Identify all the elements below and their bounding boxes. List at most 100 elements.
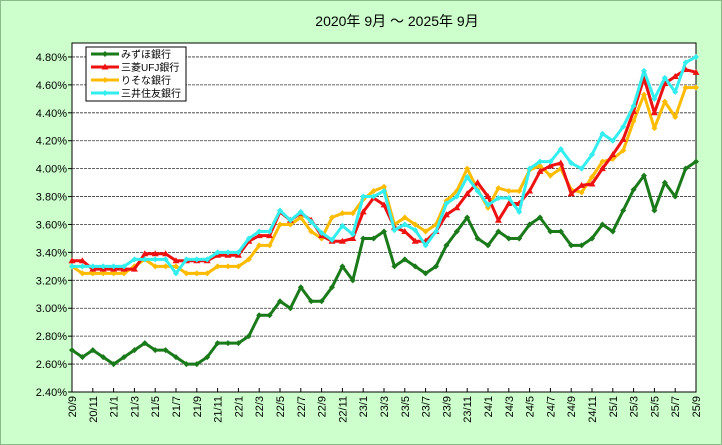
series-group bbox=[68, 53, 700, 368]
data-point bbox=[370, 235, 377, 242]
data-point bbox=[173, 263, 179, 270]
y-tick-label: 4.60% bbox=[36, 80, 67, 92]
data-point bbox=[245, 235, 252, 242]
data-point bbox=[516, 235, 523, 242]
data-point bbox=[609, 228, 616, 235]
data-point bbox=[620, 123, 627, 130]
data-point bbox=[661, 74, 668, 81]
legend-marker bbox=[102, 51, 108, 57]
data-point bbox=[464, 174, 471, 181]
data-point bbox=[152, 256, 159, 263]
data-point bbox=[495, 228, 502, 235]
x-tick-label: 25/5 bbox=[649, 396, 661, 417]
data-point bbox=[630, 102, 637, 109]
data-point bbox=[349, 277, 356, 284]
data-point bbox=[110, 270, 117, 277]
data-point bbox=[433, 228, 439, 235]
data-point bbox=[318, 298, 325, 305]
data-point bbox=[474, 235, 481, 242]
y-tick-label: 4.20% bbox=[36, 136, 67, 148]
data-point bbox=[100, 263, 107, 270]
data-point bbox=[89, 347, 96, 354]
data-point bbox=[412, 227, 419, 234]
data-point bbox=[277, 207, 283, 214]
gridlines bbox=[72, 56, 696, 365]
data-point bbox=[391, 227, 398, 234]
data-point bbox=[141, 256, 148, 263]
data-point bbox=[110, 263, 117, 270]
data-point bbox=[121, 263, 127, 270]
data-point bbox=[401, 221, 408, 228]
x-tick-label: 24/11 bbox=[587, 396, 599, 423]
data-point bbox=[141, 340, 148, 347]
data-point bbox=[682, 165, 689, 172]
data-point bbox=[277, 298, 283, 305]
data-point bbox=[661, 179, 668, 186]
data-point bbox=[256, 228, 263, 235]
data-point bbox=[225, 340, 231, 347]
legend-marker bbox=[102, 77, 108, 83]
data-point bbox=[411, 237, 419, 244]
data-point bbox=[297, 208, 304, 215]
data-point bbox=[588, 180, 596, 187]
data-point bbox=[672, 88, 679, 95]
data-point bbox=[485, 201, 491, 208]
data-point bbox=[474, 187, 481, 194]
data-point bbox=[567, 190, 575, 197]
data-point bbox=[494, 216, 502, 223]
data-point bbox=[380, 201, 388, 208]
data-point bbox=[620, 207, 627, 214]
data-point bbox=[79, 270, 86, 277]
data-point bbox=[641, 91, 647, 98]
data-point bbox=[130, 265, 138, 272]
data-point bbox=[204, 354, 211, 361]
data-point bbox=[349, 210, 356, 217]
data-point bbox=[79, 354, 86, 361]
data-point bbox=[568, 242, 575, 249]
data-point bbox=[141, 250, 149, 257]
series-0 bbox=[69, 158, 699, 368]
x-tick-label: 23/5 bbox=[400, 396, 412, 417]
data-point bbox=[151, 250, 159, 257]
data-point bbox=[349, 234, 357, 241]
data-point bbox=[651, 125, 658, 132]
data-point bbox=[547, 158, 554, 165]
x-tick-label: 23/9 bbox=[441, 396, 453, 417]
data-point bbox=[422, 242, 429, 249]
y-tick-label: 2.60% bbox=[36, 359, 67, 371]
data-point bbox=[526, 221, 533, 228]
data-point bbox=[578, 181, 586, 188]
data-point bbox=[277, 221, 283, 228]
data-point bbox=[214, 263, 221, 270]
data-point bbox=[536, 167, 544, 174]
data-point bbox=[412, 263, 419, 270]
x-tick-label: 21/7 bbox=[171, 396, 183, 417]
legend-marker bbox=[102, 90, 108, 96]
x-tick-label: 21/11 bbox=[213, 396, 225, 423]
data-point bbox=[546, 162, 554, 169]
x-tick-label: 24/5 bbox=[525, 396, 537, 417]
legend-label: りそな銀行 bbox=[121, 74, 171, 87]
data-point bbox=[100, 354, 107, 361]
data-point bbox=[619, 135, 627, 142]
data-point bbox=[235, 249, 242, 256]
data-point bbox=[453, 228, 460, 235]
data-point bbox=[183, 361, 190, 368]
data-point bbox=[453, 193, 460, 200]
data-point bbox=[453, 204, 461, 211]
data-point bbox=[287, 217, 294, 224]
data-point bbox=[297, 284, 304, 291]
data-point bbox=[308, 228, 315, 235]
legend-marker bbox=[101, 63, 109, 70]
data-point bbox=[183, 270, 190, 277]
legend-item: 三菱UFJ銀行 bbox=[91, 61, 179, 74]
data-point bbox=[193, 270, 200, 277]
data-point bbox=[599, 221, 606, 228]
y-tick-label: 4.40% bbox=[36, 108, 67, 120]
x-tick-label: 24/7 bbox=[545, 396, 557, 417]
data-point bbox=[193, 256, 200, 263]
data-point bbox=[69, 347, 75, 354]
data-point bbox=[537, 214, 543, 221]
data-point bbox=[131, 256, 138, 263]
legend-label: 三菱UFJ銀行 bbox=[121, 61, 179, 74]
